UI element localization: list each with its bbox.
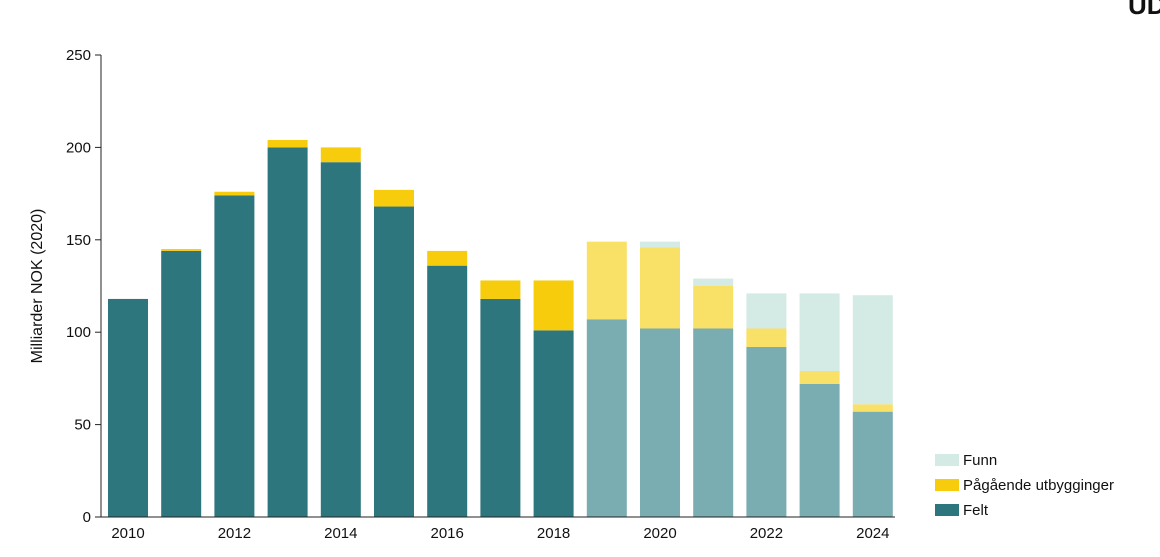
legend: Funn Pågående utbygginger Felt (935, 452, 1114, 519)
bar-funn-2021 (693, 278, 734, 286)
bar-pagaende-utbygginger-2018 (533, 280, 574, 331)
bar-felt-2010 (108, 298, 148, 517)
x-tick-label: 2022 (750, 525, 783, 542)
bar-pagaende-utbygginger-2019 (586, 241, 627, 320)
bar-felt-2017 (480, 298, 521, 517)
bar-pagaende-utbygginger-2011 (161, 249, 202, 251)
bar-funn-2020 (640, 241, 680, 248)
x-tick-label: 2018 (537, 525, 570, 542)
bar-felt-2013 (267, 147, 308, 517)
bar-funn-2023 (799, 293, 840, 372)
legend-swatch-funn (935, 454, 959, 466)
legend-swatch-pagaende-utbygginger (935, 479, 959, 491)
bar-felt-2022 (746, 346, 787, 517)
bar-pagaende-utbygginger-2014 (320, 147, 361, 163)
x-tick-label: 2020 (643, 525, 676, 542)
legend-label-pagaende-utbygginger: Pågående utbygginger (963, 477, 1114, 494)
bar-funn-2022 (746, 293, 787, 329)
y-tick-label: 0 (83, 509, 91, 526)
bar-felt-2015 (374, 206, 414, 517)
legend-swatch-felt (935, 504, 959, 516)
x-tick-label: 2012 (218, 525, 251, 542)
y-tick-label: 50 (74, 417, 91, 434)
legend-label-felt: Felt (963, 502, 989, 519)
y-tick-label: 250 (66, 47, 91, 64)
bar-felt-2020 (640, 328, 680, 517)
bars (108, 140, 893, 517)
bar-pagaende-utbygginger-2012 (214, 191, 255, 196)
bar-pagaende-utbygginger-2013 (267, 140, 308, 148)
bar-pagaende-utbygginger-2021 (693, 286, 734, 329)
bar-pagaende-utbygginger-2023 (799, 371, 840, 384)
y-axis-title: Milliarder NOK (2020) (29, 209, 46, 364)
x-tick-label: 2014 (324, 525, 357, 542)
x-tick-label: 2016 (431, 525, 464, 542)
bar-felt-2024 (852, 411, 893, 517)
x-axis: 2010 2012 2014 2016 2018 2020 2022 2024 (101, 516, 895, 542)
bar-pagaende-utbygginger-2017 (480, 280, 521, 299)
y-tick-label: 150 (66, 232, 91, 249)
bar-pagaende-utbygginger-2015 (374, 189, 414, 207)
bar-pagaende-utbygginger-2016 (427, 250, 468, 266)
y-tick-label: 100 (66, 324, 91, 341)
legend-label-funn: Funn (963, 452, 997, 469)
bar-pagaende-utbygginger-2024 (852, 404, 893, 412)
bar-felt-2011 (161, 250, 202, 517)
x-tick-label: 2010 (111, 525, 144, 542)
bar-pagaende-utbygginger-2020 (640, 247, 680, 329)
bar-felt-2018 (533, 330, 574, 517)
bar-felt-2014 (320, 162, 361, 517)
bar-felt-2019 (586, 319, 627, 517)
y-axis: 0 50 100 150 200 250 (66, 47, 102, 526)
bar-pagaende-utbygginger-2022 (746, 328, 787, 347)
bar-funn-2024 (852, 295, 893, 405)
x-tick-label: 2024 (856, 525, 889, 542)
bar-felt-2023 (799, 383, 840, 517)
bar-felt-2021 (693, 328, 734, 517)
y-tick-label: 200 (66, 139, 91, 156)
bar-felt-2016 (427, 265, 468, 517)
bar-felt-2012 (214, 195, 255, 517)
logo-text: UD (1128, 0, 1160, 20)
